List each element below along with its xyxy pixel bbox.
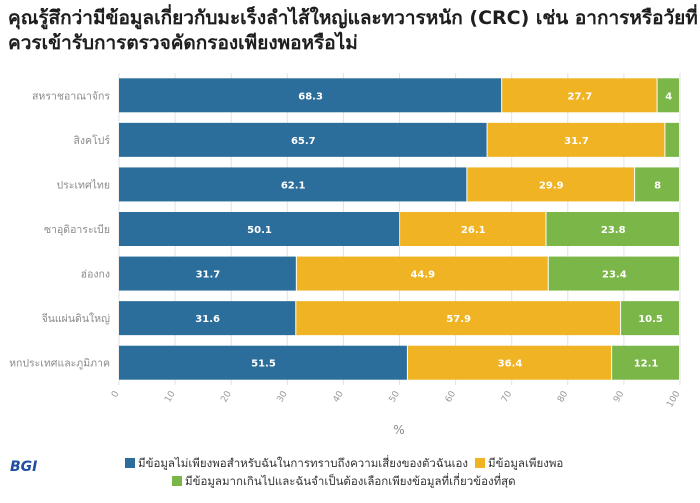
data-label: 31.7 (564, 136, 589, 147)
data-label: 12.1 (634, 359, 659, 370)
data-label: 26.1 (461, 225, 486, 236)
x-tick-label: 90 (612, 389, 627, 404)
bar-segment (119, 78, 502, 113)
legend: มีข้อมูลไม่เพียงพอสำหรับฉันในการทราบถึงค… (125, 455, 563, 488)
bar-segment (548, 256, 679, 291)
data-label: 23.8 (601, 225, 626, 236)
x-tick-label: 40 (332, 389, 347, 404)
bar-segment (119, 345, 407, 380)
bar-segment (502, 78, 657, 113)
bar-segment (635, 167, 679, 202)
bar-segment (546, 212, 679, 246)
bar-segment (487, 122, 665, 157)
bar-segment (621, 301, 679, 336)
data-label: 50.1 (247, 225, 272, 236)
x-tick-label: 0 (110, 389, 122, 399)
legend-label: มีข้อมูลเพียงพอ (488, 456, 563, 470)
data-label: 62.1 (281, 180, 306, 191)
data-label: 57.9 (446, 314, 471, 325)
data-label: 65.7 (291, 136, 316, 147)
data-label: 10.5 (638, 314, 663, 325)
category-label: สหราชอาณาจักร (32, 90, 110, 102)
x-tick-label: 30 (276, 389, 291, 404)
data-label: 36.4 (498, 359, 523, 370)
bar-segment (296, 256, 548, 291)
data-label: 4 (665, 91, 672, 102)
bar-segment (119, 122, 487, 157)
data-label: 8 (654, 180, 661, 191)
category-label: ประเทศไทย (57, 178, 110, 191)
data-label: 44.9 (410, 270, 435, 281)
x-tick-labels: 0 10 20 30 40 50 60 70 80 90 100 (110, 389, 683, 409)
data-label: 29.9 (539, 180, 564, 191)
x-axis-label: % (393, 423, 404, 437)
x-tick-label: 20 (219, 389, 234, 404)
category-label: จีนแผ่นดินใหญ่ (42, 312, 110, 325)
data-label: 68.3 (298, 91, 323, 102)
legend-swatch (125, 458, 135, 468)
legend-swatch (172, 476, 182, 486)
category-label: สิงคโปร์ (73, 134, 110, 147)
category-label: ฮ่องกง (81, 269, 110, 281)
data-label: 31.6 (195, 314, 220, 325)
data-label: 27.7 (568, 91, 593, 102)
bars: 68.3 27.7 4 65.7 31.7 62.1 29.9 8 50.1 26.1 23.8 31… (119, 78, 679, 380)
bar-segment (119, 212, 400, 246)
legend-label: มีข้อมูลมากเกินไปและฉันจำเป็นต้องเลือกเพ… (185, 473, 516, 488)
bar-segment (665, 122, 679, 157)
bar-segment (119, 301, 296, 336)
x-tick-label: 60 (444, 389, 459, 404)
bar-segment (467, 167, 635, 202)
bar-segment (400, 212, 546, 246)
data-label: 51.5 (251, 359, 276, 370)
bar-segment (407, 345, 612, 380)
bar-segment (612, 345, 679, 380)
x-tick-label: 70 (500, 389, 515, 404)
data-label: 23.4 (602, 270, 627, 281)
bar-segment (657, 78, 679, 113)
bgi-logo: BGI (10, 459, 37, 475)
legend-label: มีข้อมูลไม่เพียงพอสำหรับฉันในการทราบถึงค… (138, 455, 468, 470)
legend-swatch (475, 458, 485, 468)
bar-segment (119, 256, 296, 291)
category-label: ซาอุดิอาระเบีย (44, 223, 110, 236)
category-labels: สหราชอาณาจักรสิงคโปร์ประเทศไทยซาอุดิอาระ… (9, 90, 110, 369)
bar-segment (119, 167, 467, 202)
x-tick-label: 10 (163, 389, 178, 404)
x-tick-label: 50 (388, 389, 403, 404)
chart-title: คุณรู้สึกว่ามีข้อมูลเกี่ยวกับมะเร็งลำไส้… (8, 7, 698, 54)
data-label: 31.7 (196, 270, 221, 281)
x-tick-label: 100 (665, 389, 682, 409)
bar-segment (296, 301, 621, 336)
x-tick-label: 80 (556, 389, 571, 404)
category-label: หกประเทศและภูมิภาค (9, 358, 110, 370)
